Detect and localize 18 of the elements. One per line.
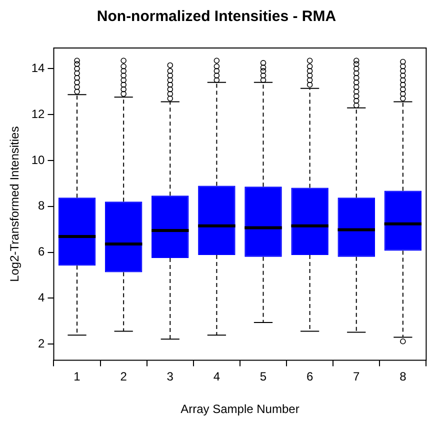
x-tick-label: 2 [120,370,128,384]
x-tick-label: 8 [400,370,407,384]
y-tick-label: 10 [31,152,46,167]
y-tick-label: 2 [38,336,46,350]
y-axis-title: Log2-Transformed Intensities [8,126,22,282]
x-axis-title: Array Sample Number [180,402,300,416]
y-tick-label: 12 [31,106,46,121]
y-tick-label: 8 [38,198,46,213]
x-tick-label: 6 [306,370,314,384]
y-tick-label: 4 [38,290,46,305]
x-tick-label: 1 [74,370,81,384]
x-tick-label: 3 [166,370,174,384]
x-tick-label: 5 [260,370,267,384]
y-tick-label: 14 [31,60,46,75]
x-tick-label: 7 [353,370,360,384]
chart-title: Non-normalized Intensities - RMA [96,8,336,26]
y-tick-label: 6 [38,244,46,259]
x-tick-label: 4 [213,370,220,384]
